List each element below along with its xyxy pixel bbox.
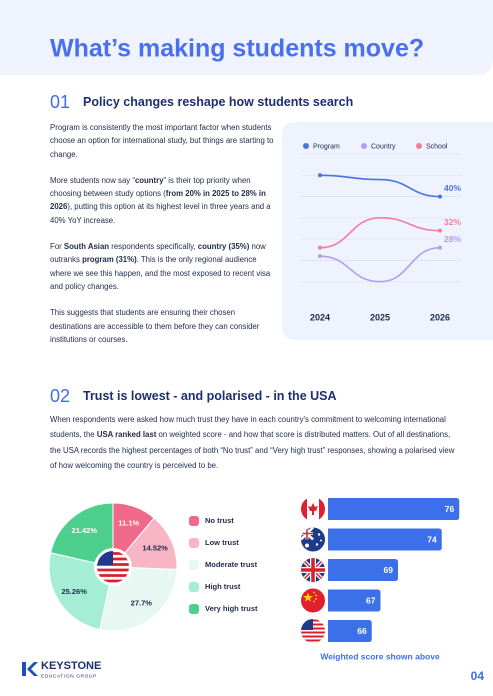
bold-text: South Asian [63,242,110,252]
legend-marker [189,604,199,614]
point [438,245,442,250]
value-label: 32% [444,217,461,227]
flag-australia [301,527,325,552]
point [318,173,322,178]
text: ), putting this option at its highest le… [50,202,271,225]
x-tick-label: 2025 [370,312,390,322]
legend-label: Program [313,143,340,150]
pie-label: 21.42% [72,526,98,535]
paragraph: More students now say “country” is their… [50,174,278,227]
text: More students now say “ [50,175,135,185]
bold-text: country (35%) [197,242,250,252]
section-text: Program is consistently the most importa… [50,121,278,359]
pie-slice [111,517,178,571]
pie-slice [50,502,114,568]
point [318,254,322,259]
legend-label: No trust [205,516,234,525]
text: now outranks [50,242,266,265]
text: This suggests that students are ensuring… [50,308,260,344]
flag-usa [301,619,325,643]
legend-label: School [426,143,448,150]
value-label: 69 [384,565,394,575]
point [438,194,442,199]
text: . This is the only regional audience whe… [50,255,271,291]
section-heading: Policy changes reshape how students sear… [83,95,354,109]
value-label: 66 [357,626,367,636]
legend-marker [416,143,422,149]
logo-tagline: EDUCATION GROUP [41,673,97,679]
pie-label: 14.52% [142,543,168,552]
legend-label: Low trust [205,538,239,547]
x-tick-label: 2024 [310,312,330,322]
bar [328,559,398,581]
legend-label: Moderate trust [205,560,258,569]
text: Program is consistently the most importa… [50,123,274,159]
text: For [50,242,64,252]
value-label: 76 [445,504,455,514]
legend-label: High trust [205,582,241,591]
chart-panel [282,122,493,340]
bold-text: from 20% in 2025 to 28% in 2026 [50,189,266,212]
text: ” is their top priority when choosing be… [50,175,251,199]
chart-caption: Weighted score shown above [320,651,440,661]
point [318,245,322,250]
x-tick-label: 2026 [430,312,450,322]
pie-center-flag [94,548,132,586]
bar [328,589,381,612]
section-text: When respondents were asked how much tru… [50,412,460,486]
pie-label: 25.26% [61,587,87,596]
bold-text: country [134,175,164,185]
section-number: 02 [50,386,71,406]
section-heading: Trust is lowest - and polarised - in the… [83,389,337,403]
legend-marker [189,560,199,570]
bar [328,528,442,551]
logo-brand: KEYSTONE [41,660,101,672]
paragraph: For South Asian respondents specifically… [50,240,278,293]
legend-marker [361,143,367,149]
legend-marker [189,538,199,548]
header-band [0,0,493,75]
text: When respondents were asked how much tru… [50,415,446,440]
paragraph: When respondents were asked how much tru… [50,412,460,473]
paragraph: This suggests that students are ensuring… [50,306,278,346]
point [438,228,442,233]
bold-text: program (31%) [82,255,137,265]
paragraph: Program is consistently the most importa… [50,121,278,161]
line [319,174,441,198]
value-label: 74 [427,534,437,544]
legend-marker [303,143,309,149]
page-number: 04 [471,669,485,683]
legend-marker [189,582,199,592]
pie-label: 11.1% [118,519,139,528]
page-title: What’s making students move? [50,35,424,63]
bold-text: USA ranked last [96,430,157,440]
text: respondents specifically, [109,242,198,252]
legend-label: Very high trust [205,604,258,613]
legend-marker [189,516,199,526]
bar [328,620,372,642]
line [319,217,441,249]
legend-label: Country [371,143,396,150]
line [319,246,441,283]
section-number: 01 [50,92,71,112]
bar [328,498,460,520]
flag-canada [301,497,325,521]
value-label: 40% [444,183,461,193]
text: on weighted score - and how that score i… [50,430,455,470]
logo-mark [22,662,38,676]
value-label: 28% [444,234,461,244]
flag-china [301,588,325,613]
flag-uk [301,558,325,582]
pie-label: 27.7% [131,598,153,607]
value-label: 67 [366,595,376,605]
